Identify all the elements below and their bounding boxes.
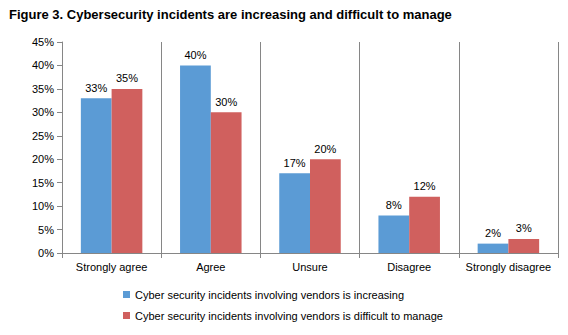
svg-text:20%: 20%	[32, 153, 54, 165]
svg-text:Strongly agree: Strongly agree	[76, 261, 148, 273]
svg-text:30%: 30%	[32, 106, 54, 118]
svg-text:Agree: Agree	[196, 261, 225, 273]
svg-text:20%: 20%	[314, 143, 336, 155]
svg-text:25%: 25%	[32, 130, 54, 142]
svg-text:35%: 35%	[116, 72, 138, 84]
svg-text:Figure 3. Cybersecurity incide: Figure 3. Cybersecurity incidents are in…	[9, 7, 452, 22]
svg-text:5%: 5%	[38, 224, 54, 236]
svg-text:0%: 0%	[38, 247, 54, 259]
svg-text:35%: 35%	[32, 83, 54, 95]
svg-text:3%: 3%	[516, 222, 532, 234]
svg-text:33%: 33%	[85, 82, 107, 94]
svg-text:10%: 10%	[32, 200, 54, 212]
svg-text:12%: 12%	[414, 180, 436, 192]
svg-text:Cyber security incidents invol: Cyber security incidents involving vendo…	[135, 310, 443, 322]
svg-text:Unsure: Unsure	[292, 261, 327, 273]
svg-text:Cyber security incidents invol: Cyber security incidents involving vendo…	[135, 289, 404, 301]
svg-text:45%: 45%	[32, 36, 54, 48]
svg-text:30%: 30%	[215, 96, 237, 108]
svg-text:2%: 2%	[485, 227, 501, 239]
svg-text:15%: 15%	[32, 177, 54, 189]
svg-text:17%: 17%	[284, 157, 306, 169]
svg-text:40%: 40%	[32, 59, 54, 71]
svg-text:40%: 40%	[184, 49, 206, 61]
svg-text:8%: 8%	[386, 199, 402, 211]
svg-text:Disagree: Disagree	[387, 261, 431, 273]
svg-text:Strongly disagree: Strongly disagree	[466, 261, 552, 273]
